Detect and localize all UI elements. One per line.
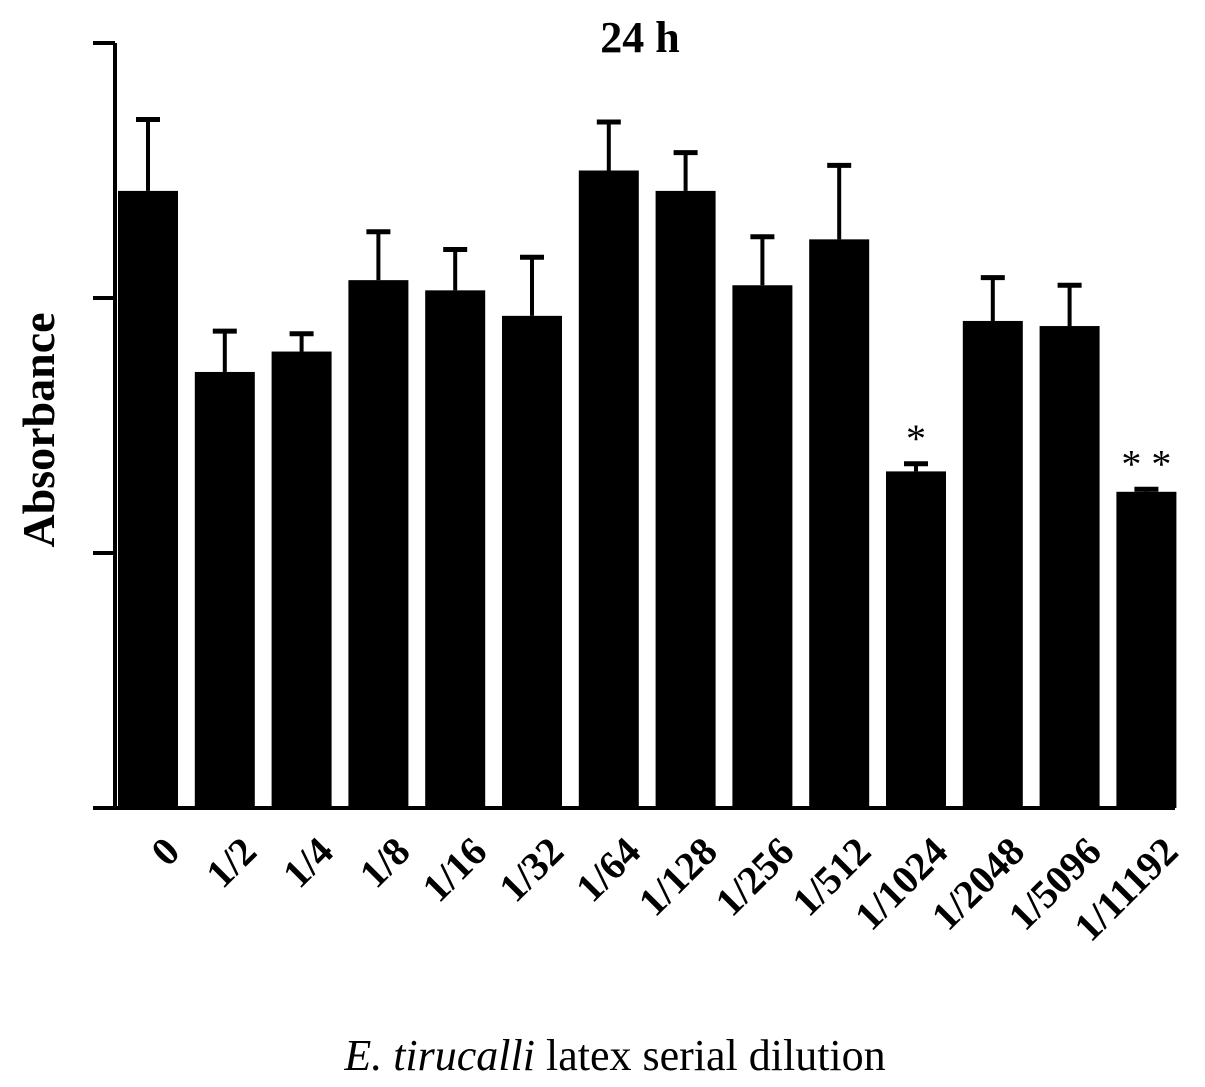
bar-0: [118, 190, 178, 808]
chart-title: 24 h: [600, 13, 679, 62]
error-bars-group: [136, 117, 1159, 492]
x-tick-label-2: 1/4: [274, 828, 342, 896]
x-axis-label-rest: latex serial dilution: [535, 1031, 886, 1080]
bar-6: [578, 170, 639, 808]
bar-10: [886, 471, 946, 808]
bar-7: [655, 190, 716, 808]
x-tick-label-1: 1/2: [197, 828, 265, 896]
bar-4: [425, 290, 486, 809]
y-axis-label: Absorbance: [13, 312, 64, 547]
x-tick-label-8: 1/256: [706, 828, 802, 924]
x-tick-label-0: 0: [142, 828, 188, 874]
bar-9: [809, 239, 870, 809]
x-tick-label-4: 1/16: [413, 828, 495, 910]
bars-group: [118, 170, 1177, 809]
bar-2: [271, 351, 332, 808]
bar-3: [348, 280, 409, 808]
bar-13: [1116, 491, 1177, 808]
significance-annotation-0: *: [906, 416, 926, 461]
bar-11: [962, 320, 1023, 808]
bar-8: [732, 285, 793, 808]
x-tick-label-3: 1/8: [351, 828, 419, 896]
annotations-group: * * *: [906, 416, 1171, 487]
bar-12: [1039, 326, 1100, 808]
x-tick-label-7: 1/128: [630, 828, 726, 924]
x-axis-label-italic: E. tirucalli: [343, 1031, 535, 1080]
bar-1: [194, 371, 255, 808]
x-tick-label-5: 1/32: [490, 828, 572, 910]
x-axis-label: E. tirucalli latex serial dilution: [343, 1031, 885, 1080]
bar-5: [502, 315, 562, 808]
significance-annotation-1: * *: [1121, 441, 1171, 486]
x-tick-labels-group: 0 1/2 1/4 1/81/161/321/641/1281/2561/5121/1…: [142, 828, 1186, 949]
